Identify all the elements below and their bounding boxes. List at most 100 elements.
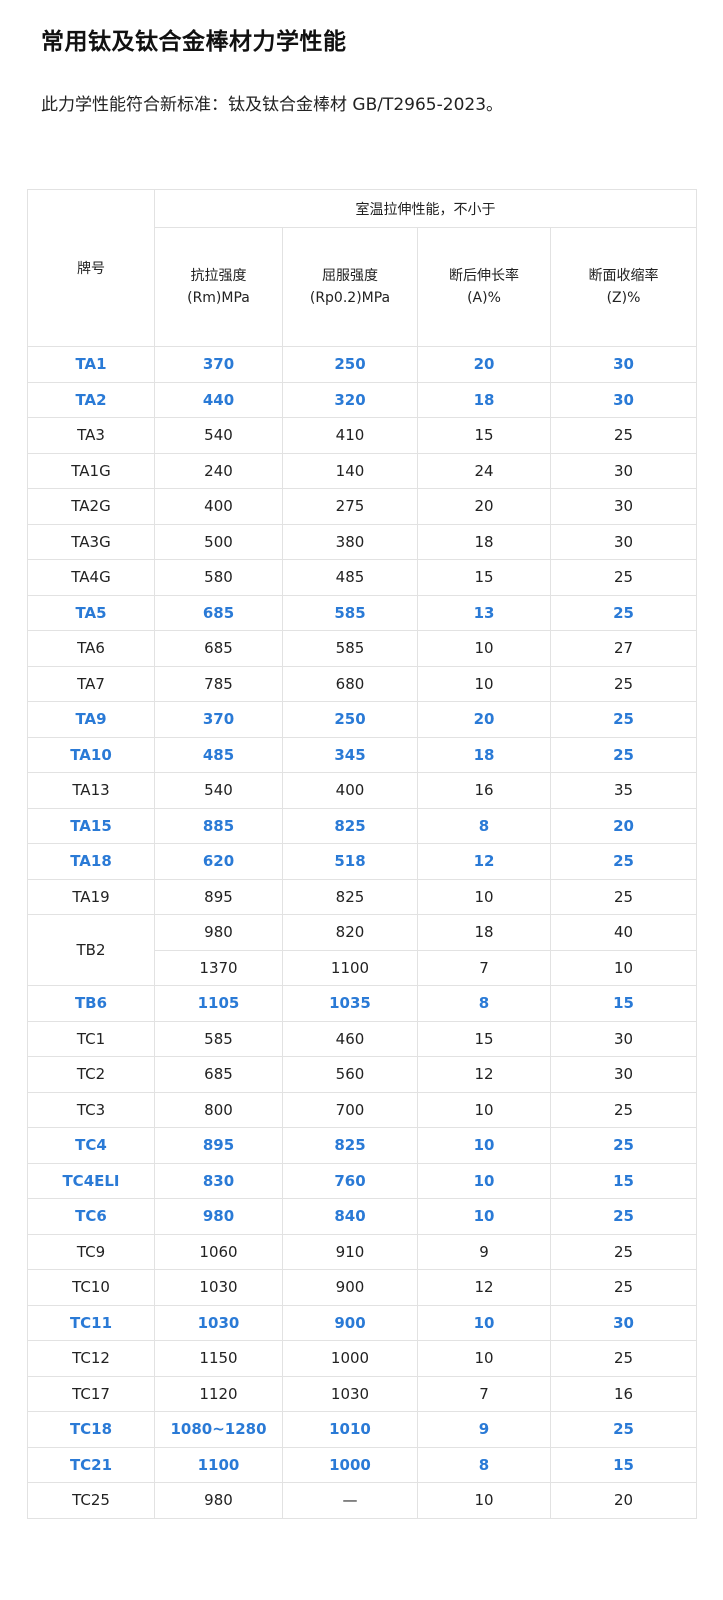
- table-row: TA3 540 410 15 25: [27, 417, 697, 454]
- value-cell: 10: [417, 1198, 551, 1235]
- value-cell: 840: [282, 1198, 418, 1235]
- value-cell: 400: [282, 772, 418, 809]
- value-cell: 1105: [154, 985, 283, 1022]
- table-row: TC25 980—10 20: [27, 1482, 697, 1519]
- header-reduction-area: 断面收缩率(Z)%: [550, 227, 697, 347]
- value-cell: 585: [282, 630, 418, 667]
- table-row: TC17 1120 1030 7 16: [27, 1375, 697, 1412]
- value-cell: 370: [154, 346, 283, 383]
- value-cell: 410: [282, 417, 418, 454]
- value-cell: 895: [154, 878, 283, 915]
- grade-cell: TC18: [27, 1411, 155, 1448]
- value-cell: 760: [282, 1162, 418, 1199]
- value-cell: 30: [550, 381, 697, 418]
- value-cell: 700: [282, 1091, 418, 1128]
- value-cell: 18: [417, 523, 551, 560]
- grade-cell: TC3: [27, 1091, 155, 1128]
- value-cell: 15: [417, 559, 551, 596]
- value-cell: 8: [417, 985, 551, 1022]
- table-row: TC12 1150 1000 10 25: [27, 1340, 697, 1377]
- value-cell: 30: [550, 1056, 697, 1093]
- value-cell: 1010: [282, 1411, 418, 1448]
- value-cell: 20: [417, 346, 551, 383]
- grade-cell: TA5: [27, 594, 155, 631]
- value-cell: 15: [550, 1162, 697, 1199]
- value-cell: 25: [550, 665, 697, 702]
- value-cell: 1100: [282, 949, 418, 986]
- table-row: TC3 800 700 10 25: [27, 1091, 697, 1128]
- grade-cell: TC17: [27, 1375, 155, 1412]
- value-cell: 10: [417, 878, 551, 915]
- value-cell: 1000: [282, 1340, 418, 1377]
- table-row: TA6 685 585 10 27: [27, 630, 697, 667]
- grade-cell: TC10: [27, 1269, 155, 1306]
- value-cell: 18: [417, 381, 551, 418]
- value-cell: 7: [417, 1375, 551, 1412]
- value-cell: 8: [417, 1446, 551, 1483]
- value-cell: 25: [550, 1269, 697, 1306]
- value-cell: 30: [550, 523, 697, 560]
- value-cell: 10: [417, 1162, 551, 1199]
- value-cell: 25: [550, 1233, 697, 1270]
- value-cell: 900: [282, 1304, 418, 1341]
- value-cell: 9: [417, 1233, 551, 1270]
- value-cell: 830: [154, 1162, 283, 1199]
- value-cell: —: [282, 1482, 418, 1519]
- table-row: TA15 885 825 8 20: [27, 807, 697, 844]
- value-cell: 12: [417, 843, 551, 880]
- value-cell: 240: [154, 452, 283, 489]
- value-cell: 980: [154, 1198, 283, 1235]
- value-cell: 30: [550, 452, 697, 489]
- value-cell: 518: [282, 843, 418, 880]
- value-cell: 30: [550, 1020, 697, 1057]
- value-cell: 10: [417, 1091, 551, 1128]
- header-elongation: 断后伸长率(A)%: [417, 227, 551, 347]
- value-cell: 9: [417, 1411, 551, 1448]
- grade-cell: TC11: [27, 1304, 155, 1341]
- value-cell: 320: [282, 381, 418, 418]
- value-cell: 500: [154, 523, 283, 560]
- value-cell: 1370: [154, 949, 283, 986]
- value-cell: 1120: [154, 1375, 283, 1412]
- table-row: TC2 685 560 12 30: [27, 1056, 697, 1093]
- value-cell: 18: [417, 736, 551, 773]
- value-cell: 10: [417, 665, 551, 702]
- grade-cell: TC2: [27, 1056, 155, 1093]
- value-cell: 30: [550, 346, 697, 383]
- grade-cell: TA18: [27, 843, 155, 880]
- table-row: TC6 980 840 10 25: [27, 1198, 697, 1235]
- value-cell: 900: [282, 1269, 418, 1306]
- value-cell: 1000: [282, 1446, 418, 1483]
- header-group: 室温拉伸性能，不小于: [154, 189, 697, 228]
- value-cell: 1030: [154, 1304, 283, 1341]
- value-cell: 1150: [154, 1340, 283, 1377]
- table-row: TA9 370 250 20 25: [27, 701, 697, 738]
- grade-cell: TC4ELI: [27, 1162, 155, 1199]
- table-row: TA13 540 400 16 35: [27, 772, 697, 809]
- grade-cell: TA6: [27, 630, 155, 667]
- value-cell: 15: [550, 985, 697, 1022]
- table-row: TA5 685 585 13 25: [27, 594, 697, 631]
- grade-cell: TC12: [27, 1340, 155, 1377]
- value-cell: 825: [282, 878, 418, 915]
- value-cell: 585: [282, 594, 418, 631]
- value-cell: 24: [417, 452, 551, 489]
- value-cell: 980: [154, 1482, 283, 1519]
- grade-cell: TC25: [27, 1482, 155, 1519]
- table-row: TA3G 500 380 18 30: [27, 523, 697, 560]
- grade-cell: TB2: [27, 914, 155, 986]
- value-cell: 440: [154, 381, 283, 418]
- value-cell: 540: [154, 417, 283, 454]
- value-cell: 485: [282, 559, 418, 596]
- value-cell: 685: [154, 1056, 283, 1093]
- grade-cell: TA19: [27, 878, 155, 915]
- value-cell: 1035: [282, 985, 418, 1022]
- table-row: TA1 370 250 20 30: [27, 346, 697, 383]
- table-row: TC18 1080~1280 1010 9 25: [27, 1411, 697, 1448]
- header-tensile-strength: 抗拉强度(Rm)MPa: [154, 227, 283, 347]
- value-cell: 10: [417, 1340, 551, 1377]
- grade-cell: TB6: [27, 985, 155, 1022]
- value-cell: 370: [154, 701, 283, 738]
- grade-cell: TA2: [27, 381, 155, 418]
- grade-cell: TA7: [27, 665, 155, 702]
